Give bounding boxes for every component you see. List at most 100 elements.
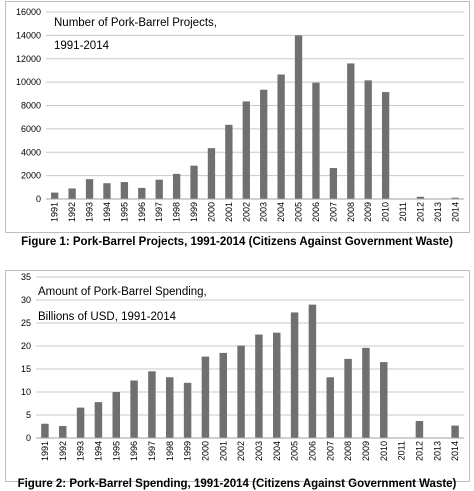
bar-1993 — [85, 179, 94, 199]
bar-2006 — [312, 82, 320, 199]
bar-2014 — [451, 425, 459, 438]
x-tick-label: 1992 — [58, 441, 68, 461]
y-tick-label: 30 — [21, 295, 31, 305]
bar-1995 — [112, 392, 120, 438]
x-tick-label: 1992 — [67, 202, 77, 222]
y-tick-label: 5 — [26, 410, 31, 420]
x-tick-label: 1995 — [111, 441, 121, 461]
bar-2005 — [290, 312, 299, 438]
x-tick-label: 2001 — [218, 441, 228, 461]
x-tick-label: 2007 — [328, 202, 338, 222]
bar-1993 — [76, 407, 85, 438]
x-tick-label: 2007 — [325, 441, 335, 461]
x-tick-label: 1997 — [154, 202, 164, 222]
x-tick-label: 2010 — [381, 202, 391, 222]
y-tick-label: 14000 — [16, 30, 41, 40]
x-tick-label: 2011 — [398, 202, 408, 221]
bar-2010 — [380, 362, 388, 438]
y-tick-label: 8000 — [21, 101, 41, 111]
bar-2008 — [347, 63, 355, 199]
x-tick-label: 2014 — [450, 202, 460, 222]
x-tick-label: 2008 — [343, 441, 353, 461]
bar-2010 — [381, 92, 390, 199]
x-tick-label: 2004 — [272, 441, 282, 461]
chart-title-line: 1991-2014 — [54, 40, 110, 52]
bar-1992 — [68, 188, 76, 199]
bar-2002 — [242, 101, 250, 199]
bar-1996 — [138, 187, 146, 199]
x-tick-label: 2006 — [307, 441, 317, 461]
chart-title-line: Billions of USD, 1991-2014 — [38, 311, 177, 323]
x-tick-label: 2008 — [346, 202, 356, 222]
x-tick-label: 2001 — [224, 202, 234, 222]
y-tick-label: 20 — [21, 341, 31, 351]
x-tick-label: 1994 — [93, 441, 103, 461]
bar-2005 — [294, 35, 303, 199]
x-tick-label: 2002 — [241, 202, 251, 222]
x-tick-label: 1999 — [183, 441, 193, 461]
bar-1997 — [148, 371, 156, 438]
x-tick-label: 2003 — [259, 202, 269, 222]
y-tick-label: 6000 — [21, 124, 41, 134]
bar-2004 — [273, 332, 281, 438]
spending-chart-frame: 0 5 10 15 20 25 30 35 1991 1992 1993 1994 1995 1996 19… — [5, 270, 470, 482]
x-tick-label: 2012 — [415, 202, 425, 222]
x-tick-label: 1995 — [119, 202, 129, 222]
x-tick-label: 1993 — [76, 441, 86, 461]
bar-2012 — [416, 196, 425, 199]
y-tick-label: 35 — [21, 272, 31, 282]
x-tick-label: 2012 — [414, 441, 424, 461]
y-tick-label: 0 — [26, 433, 31, 443]
bar-1995 — [120, 182, 129, 199]
bar-1999 — [183, 382, 192, 438]
y-tick-label: 12000 — [16, 54, 41, 64]
x-tick-label: 1998 — [172, 202, 182, 222]
x-tick-label: 1994 — [102, 202, 112, 222]
x-tick-label: 2002 — [236, 441, 246, 461]
bar-1992 — [59, 426, 67, 438]
x-tick-label: 1991 — [40, 441, 50, 461]
x-tick-label: 2010 — [379, 441, 389, 461]
bar-2006 — [308, 304, 317, 438]
spending-bar-chart: 0 5 10 15 20 25 30 35 1991 1992 1993 1994 1995 1996 19… — [21, 272, 464, 461]
bar-1991 — [51, 192, 59, 199]
y-tick-label: 10000 — [16, 77, 41, 87]
bar-2012 — [415, 420, 424, 438]
bar-2014 — [451, 197, 459, 199]
bar-1994 — [103, 183, 111, 199]
bar-1998 — [166, 377, 174, 438]
x-tick-label: 2000 — [206, 202, 216, 222]
x-tick-label: 2003 — [254, 441, 264, 461]
bar-2001 — [219, 352, 227, 438]
projects-chart-frame: 0 2000 4000 6000 8000 10000 12000 14000 16000 199… — [5, 1, 470, 233]
bar-1991 — [41, 423, 49, 438]
bar-2003 — [255, 334, 263, 438]
chart-title-line: Number of Pork-Barrel Projects, — [54, 17, 217, 29]
bar-2001 — [225, 124, 233, 199]
bar-2003 — [260, 89, 268, 199]
y-tick-label: 2000 — [21, 171, 41, 181]
y-tick-label: 15 — [21, 364, 31, 374]
x-tick-label: 2005 — [294, 202, 304, 222]
bar-2004 — [277, 74, 285, 199]
y-tick-label: 25 — [21, 318, 31, 328]
bar-1996 — [130, 380, 138, 438]
x-tick-label: 1997 — [147, 441, 157, 461]
bar-2000 — [207, 148, 216, 199]
x-tick-label: 2009 — [363, 202, 373, 222]
bar-1994 — [94, 402, 103, 438]
x-tick-label: 1999 — [189, 202, 199, 222]
bar-2007 — [326, 377, 334, 438]
x-tick-label: 1993 — [85, 202, 95, 222]
x-tick-label: 1991 — [50, 202, 60, 222]
x-tick-label: 1998 — [165, 441, 175, 461]
x-tick-label: 2013 — [432, 441, 442, 461]
y-tick-label: 10 — [21, 387, 31, 397]
y-tick-label: 0 — [36, 194, 41, 204]
bar-2002 — [237, 345, 245, 438]
bar-2007 — [329, 168, 338, 199]
x-tick-label: 2006 — [311, 202, 321, 222]
bar-2000 — [201, 356, 210, 438]
chart-title-line: Amount of Pork-Barrel Spending, — [38, 286, 207, 298]
bar-2009 — [364, 80, 372, 199]
